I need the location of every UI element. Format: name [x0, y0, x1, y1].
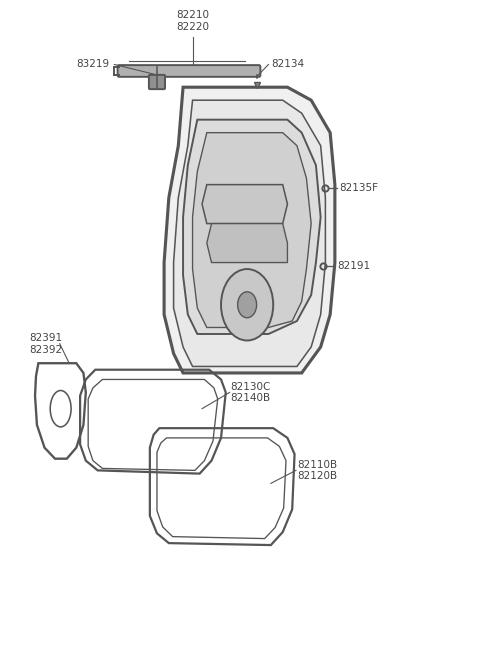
Polygon shape	[202, 185, 288, 223]
Text: 82134: 82134	[271, 60, 304, 69]
Text: 82210
82220: 82210 82220	[176, 10, 209, 32]
Circle shape	[221, 269, 273, 341]
Text: 82391
82392: 82391 82392	[29, 333, 62, 354]
Text: 82135F: 82135F	[340, 183, 379, 193]
Circle shape	[238, 291, 257, 318]
Polygon shape	[174, 100, 325, 366]
Text: 82130C
82140B: 82130C 82140B	[230, 382, 271, 403]
Polygon shape	[164, 87, 335, 373]
Polygon shape	[183, 120, 321, 334]
Polygon shape	[192, 133, 311, 328]
Text: 82191: 82191	[337, 261, 371, 271]
FancyBboxPatch shape	[118, 65, 261, 77]
Text: 82110B
82120B: 82110B 82120B	[297, 460, 337, 481]
Text: 83219: 83219	[76, 60, 109, 69]
FancyBboxPatch shape	[149, 75, 165, 89]
Polygon shape	[207, 223, 288, 263]
